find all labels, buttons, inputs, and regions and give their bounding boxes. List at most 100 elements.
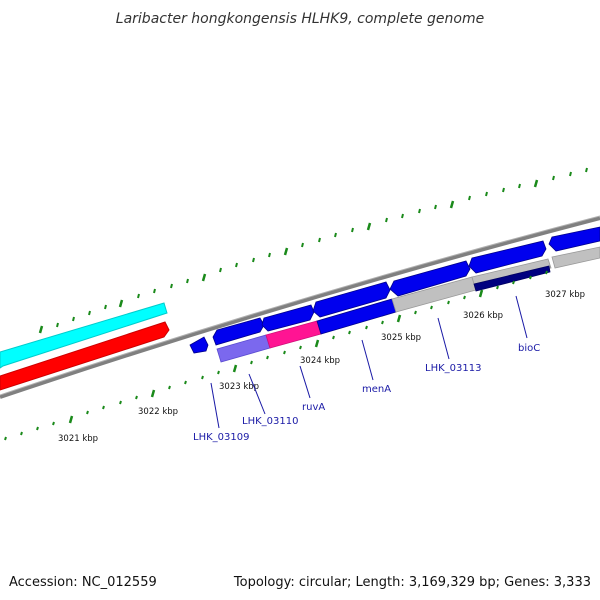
outer-tick	[268, 252, 271, 258]
outer-tick	[366, 222, 372, 231]
gene-label[interactable]: bioC	[518, 343, 540, 354]
outer-tick	[201, 273, 207, 282]
outer-tick	[301, 242, 304, 248]
inner-tick	[250, 360, 253, 365]
outer-tick	[219, 267, 222, 273]
inner-tick	[314, 339, 320, 348]
leader-line	[437, 317, 450, 360]
outer-tick	[153, 288, 156, 294]
outer-tick	[468, 195, 471, 201]
leader-line	[210, 382, 220, 429]
outer-tick	[485, 191, 488, 197]
inner-tick	[414, 310, 417, 315]
inner-tick	[332, 335, 335, 340]
inner-tick	[283, 350, 286, 355]
outer-tick	[434, 204, 437, 210]
leader-line	[299, 365, 311, 399]
backbone-line	[0, 216, 600, 399]
accession-text: Accession: NC_012559	[9, 575, 157, 590]
inner-tick	[150, 389, 156, 398]
inner-tick	[86, 410, 89, 415]
outer-tick	[334, 232, 337, 238]
outer-tick	[88, 310, 91, 316]
outer-tick	[104, 304, 107, 310]
inner-tick	[266, 355, 269, 360]
outer-tick	[318, 237, 321, 243]
gene-arrow	[389, 260, 471, 297]
gene-label[interactable]: LHK_03109	[193, 432, 249, 443]
gene-label[interactable]: LHK_03113	[425, 363, 481, 374]
gray-feature	[471, 258, 552, 285]
gene-label[interactable]: ruvA	[302, 402, 325, 413]
inner-tick	[496, 285, 499, 290]
scale-labels: 3021 kbp 3022 kbp 3023 kbp 3024 kbp 3025…	[58, 290, 585, 444]
inner-tick	[135, 395, 138, 400]
gene-track-lower	[216, 246, 600, 363]
map-title: Laribacter hongkongensis HLHK9, complete…	[116, 11, 484, 27]
outer-tick-ring	[38, 167, 588, 334]
leader-line	[361, 339, 374, 381]
outer-tick	[137, 293, 140, 299]
outer-tick	[569, 171, 572, 177]
outer-tick	[585, 167, 588, 173]
inner-tick	[201, 375, 204, 380]
inner-tick	[545, 270, 548, 275]
gene-label-leaders	[210, 295, 528, 429]
outer-tick	[552, 175, 555, 181]
outer-tick	[502, 187, 505, 193]
outer-tick	[518, 183, 521, 189]
inner-tick	[4, 436, 7, 441]
inner-tick	[478, 289, 484, 298]
gene-label[interactable]: menA	[362, 384, 391, 395]
outer-tick	[283, 247, 289, 256]
outer-tick	[385, 217, 388, 223]
scale-label: 3024 kbp	[300, 356, 340, 366]
scale-label: 3022 kbp	[138, 407, 178, 417]
gene-arrow	[548, 226, 600, 252]
inner-tick	[68, 415, 74, 424]
inner-tick	[348, 330, 351, 335]
red-feature-bar	[0, 321, 170, 391]
outer-tick	[118, 299, 124, 308]
inner-tick	[463, 295, 466, 300]
outer-tick	[72, 316, 75, 322]
scale-label: 3027 kbp	[545, 290, 585, 300]
outer-tick	[533, 179, 539, 188]
forward-strand-track	[0, 302, 170, 391]
inner-tick	[512, 280, 515, 285]
outer-tick	[449, 200, 455, 209]
inner-tick	[36, 426, 39, 431]
outer-tick	[418, 208, 421, 214]
outer-tick	[235, 262, 238, 268]
inner-tick	[102, 405, 105, 410]
navy-feature	[473, 265, 551, 292]
outer-tick	[401, 213, 404, 219]
scale-label: 3025 kbp	[381, 333, 421, 343]
inner-tick	[20, 431, 23, 436]
gray-feature	[551, 246, 600, 269]
gene-arrow	[261, 304, 315, 332]
inner-tick	[299, 345, 302, 350]
scale-label: 3026 kbp	[463, 311, 503, 321]
inner-tick	[365, 325, 368, 330]
gene-labels: LHK_03109 LHK_03110 ruvA menA LHK_03113 …	[193, 343, 540, 443]
gene-arrow	[468, 240, 547, 274]
inner-tick	[168, 385, 171, 390]
backbone-highlight	[0, 215, 600, 396]
outer-tick	[170, 283, 173, 289]
scale-label: 3021 kbp	[58, 434, 98, 444]
backbone-ring	[0, 215, 600, 399]
outer-tick	[38, 325, 44, 334]
inner-tick-ring	[4, 270, 548, 441]
outer-tick	[351, 227, 354, 233]
leader-line	[515, 295, 528, 339]
gene-label[interactable]: LHK_03110	[242, 416, 298, 427]
inner-tick	[430, 305, 433, 310]
scale-label: 3023 kbp	[219, 382, 259, 392]
inner-tick	[529, 275, 532, 280]
gene-arrow	[312, 281, 391, 318]
inner-tick	[52, 421, 55, 426]
inner-tick	[381, 320, 384, 325]
outer-tick	[252, 257, 255, 263]
